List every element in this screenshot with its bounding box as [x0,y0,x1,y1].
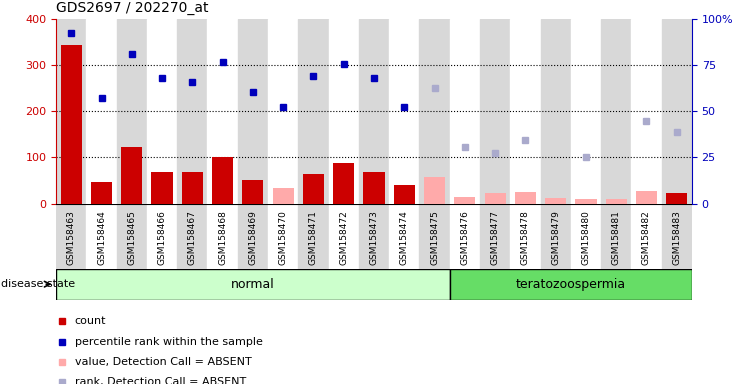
Text: GSM158471: GSM158471 [309,210,318,265]
Text: GSM158468: GSM158468 [218,210,227,265]
Bar [450,204,480,269]
Text: GSM158473: GSM158473 [370,210,378,265]
Bar [61,45,82,204]
Bar [177,204,207,269]
Bar [424,177,445,204]
Bar [182,172,203,204]
Bar [272,188,294,204]
Bar [454,197,476,204]
Bar [207,204,238,269]
Bar [268,204,298,269]
Text: GSM158483: GSM158483 [672,210,681,265]
Bar [571,204,601,269]
Bar [420,19,450,204]
Text: GSM158477: GSM158477 [491,210,500,265]
Bar [631,19,662,204]
Bar [121,147,142,204]
Text: value, Detection Call = ABSENT: value, Detection Call = ABSENT [75,358,251,367]
Bar [662,19,692,204]
Bar [303,174,324,204]
Bar [298,19,328,204]
Bar [359,19,389,204]
Bar [238,19,268,204]
Text: GSM158482: GSM158482 [642,210,651,265]
Bar [662,204,692,269]
Bar [177,19,207,204]
Text: percentile rank within the sample: percentile rank within the sample [75,337,263,347]
Bar [480,19,510,204]
Text: GSM158481: GSM158481 [612,210,621,265]
Bar [515,192,536,204]
Bar [56,269,450,300]
Bar [86,204,117,269]
Bar [510,19,541,204]
Bar [212,157,233,204]
Bar [147,204,177,269]
Bar [207,19,238,204]
Text: GSM158474: GSM158474 [399,210,408,265]
Bar [606,199,627,204]
Bar [389,19,420,204]
Text: GSM158475: GSM158475 [430,210,439,265]
Bar [117,204,147,269]
Bar [359,204,389,269]
Text: GSM158466: GSM158466 [158,210,167,265]
Bar [601,19,631,204]
Bar [56,19,86,204]
Text: GSM158479: GSM158479 [551,210,560,265]
Bar [450,269,692,300]
Bar [91,182,112,204]
Bar [571,19,601,204]
Text: normal: normal [231,278,275,291]
Bar [666,194,687,204]
Bar [393,185,415,204]
Bar [510,204,541,269]
Bar [298,204,328,269]
Bar [268,19,298,204]
Bar [328,204,359,269]
Bar [420,204,450,269]
Text: GSM158472: GSM158472 [340,210,349,265]
Text: rank, Detection Call = ABSENT: rank, Detection Call = ABSENT [75,377,246,384]
Bar [541,19,571,204]
Text: GSM158467: GSM158467 [188,210,197,265]
Text: GSM158464: GSM158464 [97,210,106,265]
Bar [147,19,177,204]
Text: count: count [75,316,106,326]
Bar [485,194,506,204]
Bar [328,19,359,204]
Text: GSM158480: GSM158480 [581,210,590,265]
Text: GSM158478: GSM158478 [521,210,530,265]
Bar [636,190,657,204]
Text: GSM158470: GSM158470 [279,210,288,265]
Text: GDS2697 / 202270_at: GDS2697 / 202270_at [56,2,209,15]
Bar [389,204,420,269]
Bar [364,172,384,204]
Text: GSM158465: GSM158465 [127,210,136,265]
Text: GSM158469: GSM158469 [248,210,257,265]
Bar [86,19,117,204]
Bar [450,19,480,204]
Bar [480,204,510,269]
Bar [242,180,263,204]
Bar [601,204,631,269]
Bar [631,204,662,269]
Text: GSM158476: GSM158476 [460,210,469,265]
Bar [238,204,268,269]
Bar [151,172,173,204]
Text: disease state: disease state [1,279,76,289]
Bar [117,19,147,204]
Text: GSM158463: GSM158463 [67,210,76,265]
Bar [56,204,86,269]
Bar [333,163,355,204]
Bar [541,204,571,269]
Bar [545,198,566,204]
Bar [575,199,596,204]
Text: teratozoospermia: teratozoospermia [515,278,626,291]
